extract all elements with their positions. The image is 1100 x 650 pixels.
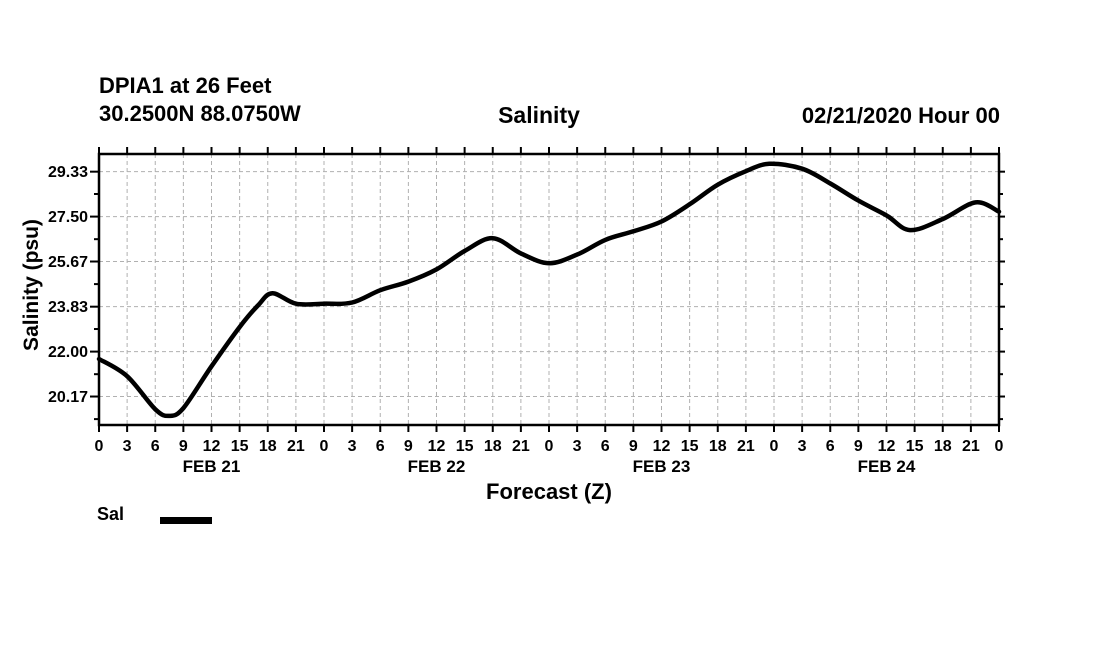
y-tick-label: 25.67 [48,254,88,271]
x-tick-label: 21 [287,438,305,455]
y-tick-label: 22.00 [48,344,88,361]
x-tick-label: 6 [151,438,160,455]
day-label: FEB 23 [633,457,691,476]
x-tick-label: 12 [878,438,896,455]
x-tick-label: 15 [906,438,924,455]
x-tick-label: 15 [456,438,474,455]
legend-line-swatch [160,517,212,524]
legend-label: Sal [97,504,125,524]
x-tick-label: 0 [545,438,554,455]
x-tick-label: 12 [653,438,671,455]
x-tick-label: 18 [934,438,952,455]
x-tick-label: 6 [376,438,385,455]
forecast-datetime: 02/21/2020 Hour 00 [801,103,1000,128]
x-tick-label: 21 [737,438,755,455]
x-tick-label: 3 [798,438,807,455]
station-header: DPIA1 at 26 Feet 30.2500N 88.0750W [99,72,301,128]
x-tick-label: 3 [573,438,582,455]
x-tick-label: 3 [348,438,357,455]
x-tick-label: 21 [512,438,530,455]
y-tick-label: 23.83 [48,299,88,316]
x-tick-label: 21 [962,438,980,455]
x-tick-label: 9 [179,438,188,455]
x-tick-label: 9 [404,438,413,455]
x-tick-label: 3 [123,438,132,455]
y-tick-label: 27.50 [48,209,88,226]
x-tick-label: 15 [681,438,699,455]
x-tick-label: 15 [231,438,249,455]
x-tick-label: 9 [629,438,638,455]
x-axis-title: Forecast (Z) [486,479,612,504]
x-tick-label: 0 [995,438,1004,455]
day-label: FEB 21 [183,457,241,476]
salinity-curve [96,161,1002,419]
x-tick-label: 9 [854,438,863,455]
x-tick-label: 0 [95,438,104,455]
x-tick-label: 6 [826,438,835,455]
x-tick-label: 18 [709,438,727,455]
x-tick-label: 12 [428,438,446,455]
y-axis-title: Salinity (psu) [20,219,43,351]
x-tick-label: 18 [484,438,502,455]
y-tick-label: 29.33 [48,164,88,181]
station-name: DPIA1 at 26 Feet [99,73,272,98]
x-tick-label: 6 [601,438,610,455]
chart-title: Salinity [498,102,580,128]
day-label: FEB 24 [858,457,916,476]
day-label: FEB 22 [408,457,466,476]
x-tick-label: 18 [259,438,277,455]
station-coordinates: 30.2500N 88.0750W [99,101,301,126]
x-tick-label: 0 [320,438,329,455]
x-tick-label: 12 [203,438,221,455]
y-tick-label: 20.17 [48,389,88,406]
x-tick-label: 0 [770,438,779,455]
